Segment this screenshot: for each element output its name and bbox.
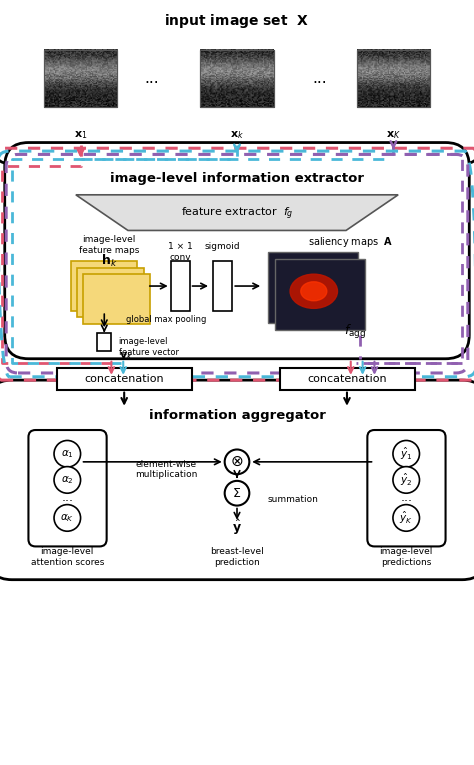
Bar <box>44 50 118 107</box>
Text: $\otimes$: $\otimes$ <box>230 454 244 470</box>
Text: concatenation: concatenation <box>307 374 387 384</box>
Text: 1 × 1
conv: 1 × 1 conv <box>168 243 192 262</box>
Text: $\mathbf{x}_K$: $\mathbf{x}_K$ <box>386 129 401 142</box>
Text: image-level
attention scores: image-level attention scores <box>31 548 104 567</box>
Text: image-level
feature vector: image-level feature vector <box>118 337 179 356</box>
Bar <box>268 252 358 323</box>
Bar <box>97 333 111 350</box>
Bar <box>200 50 274 107</box>
Text: $\mathbf{v}_k$: $\mathbf{v}_k$ <box>118 350 133 362</box>
Circle shape <box>393 467 419 493</box>
Text: concatenation: concatenation <box>84 374 164 384</box>
Bar <box>275 259 365 330</box>
Text: breast-level
prediction: breast-level prediction <box>210 548 264 567</box>
Text: element-wise
multiplication: element-wise multiplication <box>135 460 197 479</box>
Circle shape <box>225 481 249 506</box>
Bar <box>357 50 430 107</box>
Bar <box>57 368 192 389</box>
Text: summation: summation <box>268 496 319 504</box>
Polygon shape <box>76 195 398 230</box>
Text: $\mathbf{x}_1$: $\mathbf{x}_1$ <box>74 129 87 142</box>
Ellipse shape <box>301 282 327 301</box>
Text: $\alpha_2$: $\alpha_2$ <box>61 474 73 486</box>
Text: $\mathbf{x}_k$: $\mathbf{x}_k$ <box>230 129 244 142</box>
Ellipse shape <box>290 274 337 308</box>
Circle shape <box>393 441 419 467</box>
Bar <box>357 50 430 107</box>
FancyBboxPatch shape <box>367 430 446 546</box>
Bar <box>280 368 415 389</box>
FancyBboxPatch shape <box>0 0 474 164</box>
Text: feature extractor  $f_g$: feature extractor $f_g$ <box>181 206 293 222</box>
Bar <box>77 268 144 317</box>
Text: sigmoid: sigmoid <box>205 243 241 252</box>
Text: ...: ... <box>61 491 73 504</box>
Circle shape <box>54 441 81 467</box>
Text: $\hat{\mathbf{y}}$: $\hat{\mathbf{y}}$ <box>232 518 242 537</box>
Text: ...: ... <box>145 71 159 86</box>
Text: $f_\mathrm{agg}$: $f_\mathrm{agg}$ <box>345 323 366 340</box>
Text: $\alpha_K$: $\alpha_K$ <box>60 512 74 524</box>
Text: $\hat{y}_2$: $\hat{y}_2$ <box>400 472 412 488</box>
Bar <box>171 262 190 311</box>
Bar <box>200 50 274 107</box>
Circle shape <box>54 467 81 493</box>
Text: $\hat{y}_1$: $\hat{y}_1$ <box>400 446 412 462</box>
FancyBboxPatch shape <box>0 380 474 580</box>
Text: image-level
predictions: image-level predictions <box>380 548 433 567</box>
Text: $\alpha_1$: $\alpha_1$ <box>61 448 74 460</box>
Circle shape <box>393 505 419 531</box>
Text: global max pooling: global max pooling <box>126 315 206 324</box>
Text: image-level information extractor: image-level information extractor <box>110 171 364 184</box>
Text: input image set  $\mathbf{X}$: input image set $\mathbf{X}$ <box>164 12 310 31</box>
Text: $\hat{y}_K$: $\hat{y}_K$ <box>400 509 413 526</box>
Text: $\Sigma$: $\Sigma$ <box>232 487 242 500</box>
Text: ...: ... <box>313 71 327 86</box>
Text: information aggregator: information aggregator <box>148 409 326 422</box>
Circle shape <box>54 505 81 531</box>
Circle shape <box>225 450 249 474</box>
Text: saliency maps  $\mathbf{A}$: saliency maps $\mathbf{A}$ <box>308 235 393 249</box>
Text: ...: ... <box>400 491 412 504</box>
Bar <box>213 262 232 311</box>
Bar <box>71 262 137 311</box>
Text: $\mathbf{h}_k$: $\mathbf{h}_k$ <box>101 252 117 269</box>
Bar <box>44 50 118 107</box>
Text: image-level
feature maps: image-level feature maps <box>79 235 139 255</box>
Bar <box>83 274 150 324</box>
FancyBboxPatch shape <box>28 430 107 546</box>
FancyBboxPatch shape <box>5 142 469 359</box>
